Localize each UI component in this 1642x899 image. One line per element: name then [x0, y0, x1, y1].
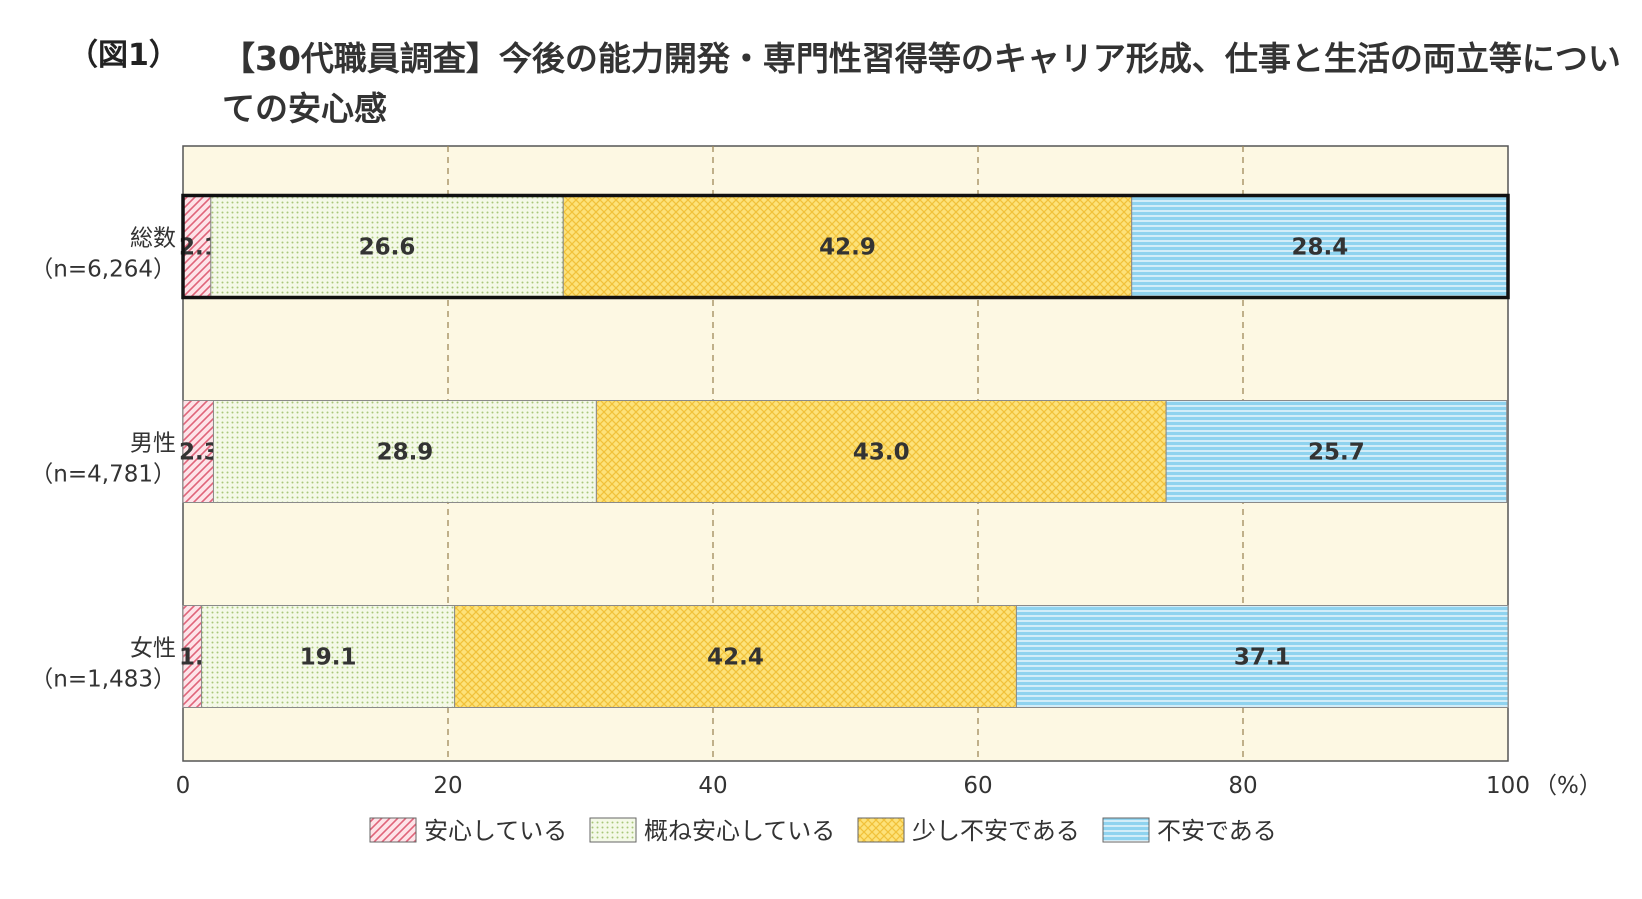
data-label: 26.6: [359, 235, 416, 261]
category-label: 男性: [130, 431, 176, 457]
category-label: 総数: [130, 226, 176, 252]
legend-swatch: [857, 817, 905, 843]
category-label: 女性: [130, 636, 176, 662]
legend-label: 不安である: [1157, 817, 1277, 845]
data-label: 37.1: [1234, 645, 1291, 671]
bar-segment: [595, 400, 1167, 503]
bar-segment: [182, 400, 214, 503]
data-label: 28.4: [1291, 235, 1348, 261]
data-label: 42.9: [819, 235, 876, 261]
bar-segment: [1165, 400, 1508, 503]
legend-label: 概ね安心している: [644, 817, 835, 845]
bar-segment: [454, 605, 1017, 708]
bar-segment: [212, 400, 597, 503]
x-tick-label: 40: [698, 773, 727, 799]
figure-label: （図1）: [68, 38, 179, 73]
chart-title: 【30代職員調査】今後の能力開発・専門性習得等のキャリア形成、仕事と生活の両立等…: [222, 39, 1621, 128]
highlight-frame: [181, 193, 1510, 300]
data-label: 2.3: [179, 440, 220, 466]
bar-segment: [1131, 195, 1509, 298]
legend-swatch: [369, 817, 417, 843]
legend-swatch: [589, 817, 637, 843]
category-n-label: （n=4,781）: [30, 462, 176, 488]
x-tick-label: 80: [1228, 773, 1257, 799]
x-tick-label: 20: [433, 773, 462, 799]
data-label: 43.0: [853, 440, 910, 466]
category-n-label: （n=1,483）: [30, 667, 176, 693]
data-label: 28.9: [377, 440, 434, 466]
x-unit-label: （%）: [1534, 773, 1602, 799]
category-n-label: （n=6,264）: [30, 257, 176, 283]
bar-segment: [1015, 605, 1509, 708]
data-label: 42.4: [707, 645, 764, 671]
data-label: 19.1: [300, 645, 357, 671]
x-tick-label: 0: [176, 773, 191, 799]
x-tick-label: 100: [1486, 773, 1530, 799]
x-tick-label: 60: [963, 773, 992, 799]
legend-label: 安心している: [424, 817, 567, 845]
data-label: 25.7: [1308, 440, 1365, 466]
legend-label: 少し不安である: [912, 817, 1080, 845]
legend-swatch: [1102, 817, 1150, 843]
bar-segment: [201, 605, 456, 708]
